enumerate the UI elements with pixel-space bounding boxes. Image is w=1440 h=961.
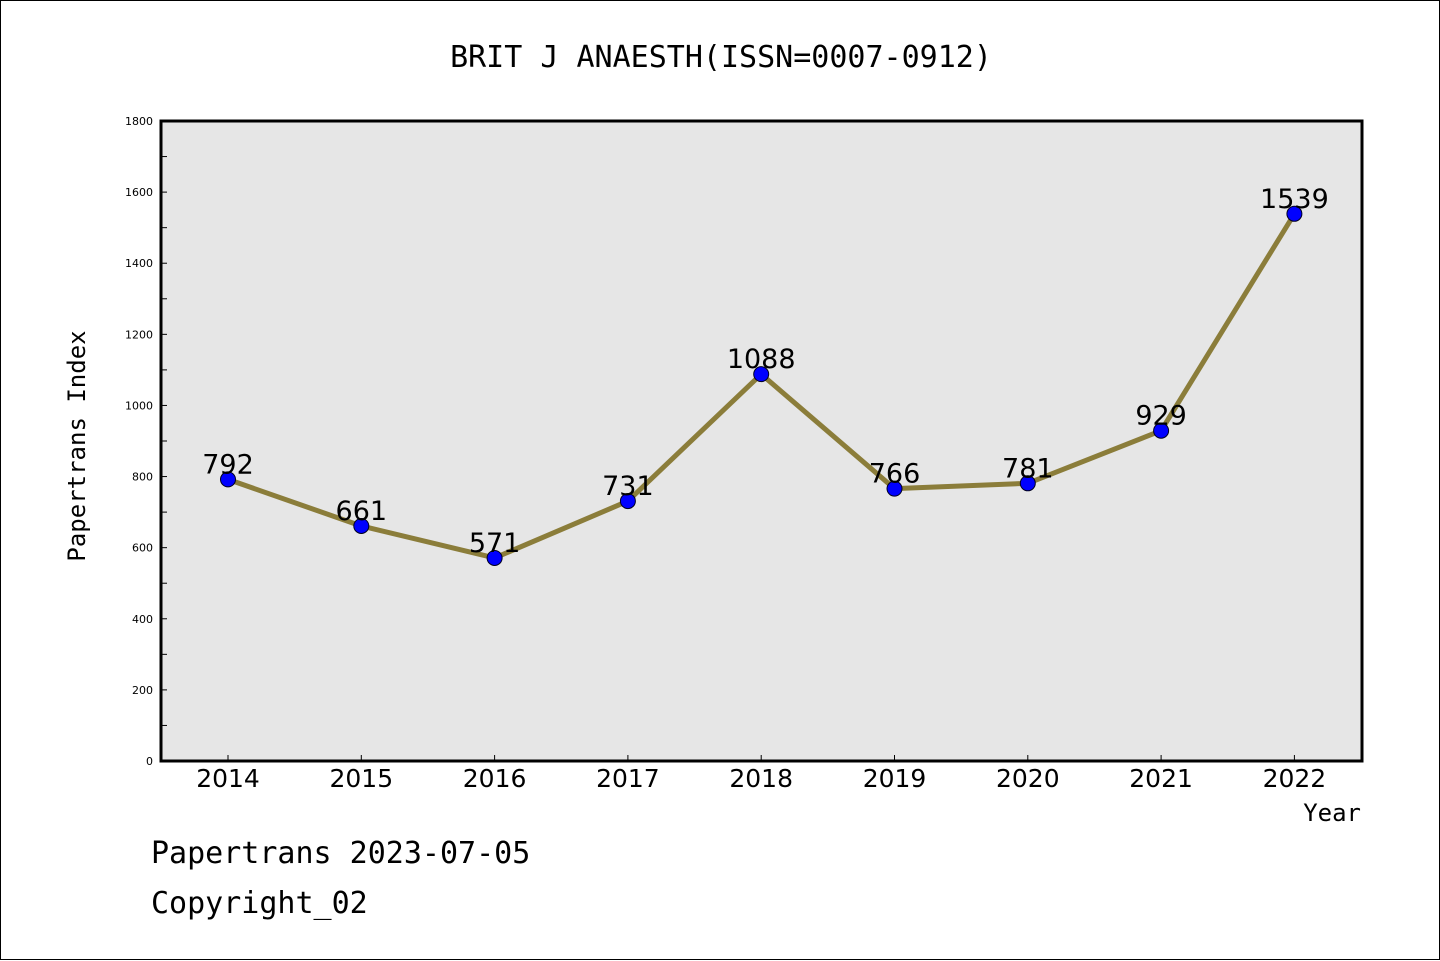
y-tick-label: 600 bbox=[132, 542, 153, 555]
y-tick-label: 1200 bbox=[125, 328, 153, 341]
data-point-marker bbox=[1153, 422, 1170, 439]
footer-copyright: Copyright_02 bbox=[151, 886, 368, 921]
x-tick-label: 2014 bbox=[196, 764, 260, 793]
y-tick-label: 0 bbox=[146, 755, 153, 768]
data-point-marker bbox=[753, 366, 770, 383]
data-label: 766 bbox=[869, 459, 921, 490]
data-point-marker bbox=[1286, 205, 1303, 222]
data-points bbox=[220, 205, 1303, 566]
y-tick-label: 200 bbox=[132, 684, 153, 697]
data-point-marker bbox=[619, 493, 636, 510]
data-point-marker bbox=[353, 517, 370, 534]
y-axis-title: Papertrans Index bbox=[63, 330, 91, 561]
data-label: 781 bbox=[1002, 453, 1054, 484]
x-tick-label: 2021 bbox=[1129, 764, 1193, 793]
x-tick-label: 2020 bbox=[996, 764, 1060, 793]
y-tick-label: 1800 bbox=[125, 115, 153, 128]
x-tick-label: 2022 bbox=[1263, 764, 1327, 793]
x-tick-label: 2015 bbox=[329, 764, 393, 793]
chart-title: BRIT J ANAESTH(ISSN=0007-0912) bbox=[450, 40, 992, 75]
data-label: 1088 bbox=[727, 344, 796, 375]
data-label: 792 bbox=[202, 449, 254, 480]
plot-area bbox=[161, 121, 1362, 761]
footer-date-line: Papertrans 2023-07-05 bbox=[151, 836, 531, 871]
plot-border bbox=[159, 119, 1364, 763]
data-point-marker bbox=[1019, 475, 1036, 492]
data-labels: 792 661 571 731 1088 766 781 929 1539 bbox=[202, 184, 1329, 559]
x-axis-ticks: 2014 2015 2016 2017 2018 2019 2020 2021 2022 bbox=[196, 755, 1326, 793]
y-tick-label: 1000 bbox=[125, 399, 153, 412]
y-tick-label: 1600 bbox=[125, 186, 153, 199]
y-tick-label: 400 bbox=[132, 613, 153, 626]
data-label: 661 bbox=[336, 496, 388, 527]
data-label: 929 bbox=[1135, 401, 1187, 432]
y-tick-label: 800 bbox=[132, 471, 153, 484]
x-tick-label: 2018 bbox=[729, 764, 793, 793]
data-point-marker bbox=[886, 480, 903, 497]
data-point-marker bbox=[220, 471, 236, 488]
x-axis-title: Year bbox=[1303, 799, 1361, 827]
x-tick-label: 2019 bbox=[863, 764, 927, 793]
x-tick-label: 2016 bbox=[463, 764, 527, 793]
y-tick-label: 1400 bbox=[125, 257, 153, 270]
data-label: 731 bbox=[602, 471, 654, 502]
data-label: 1539 bbox=[1260, 184, 1329, 215]
x-tick-label: 2017 bbox=[596, 764, 660, 793]
data-point-marker bbox=[486, 549, 503, 566]
data-label: 571 bbox=[469, 528, 521, 559]
